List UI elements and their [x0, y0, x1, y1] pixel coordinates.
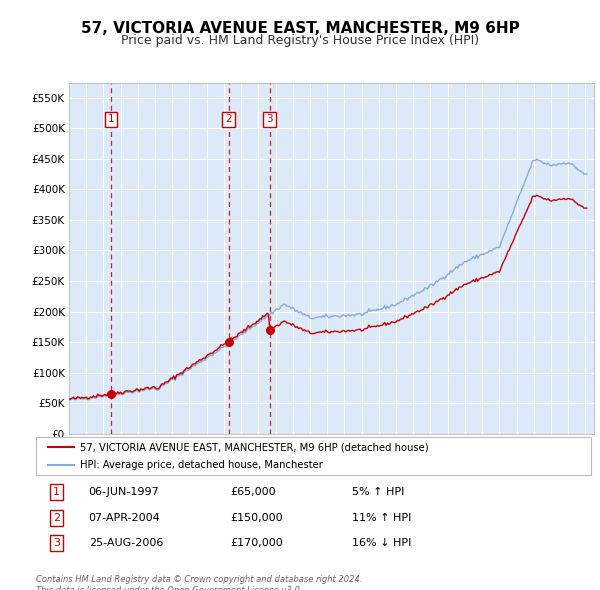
Text: 57, VICTORIA AVENUE EAST, MANCHESTER, M9 6HP: 57, VICTORIA AVENUE EAST, MANCHESTER, M9… [80, 21, 520, 35]
FancyBboxPatch shape [36, 437, 591, 475]
Text: Price paid vs. HM Land Registry's House Price Index (HPI): Price paid vs. HM Land Registry's House … [121, 34, 479, 47]
Text: 1: 1 [107, 114, 115, 124]
Text: 16% ↓ HPI: 16% ↓ HPI [352, 538, 412, 548]
Text: £65,000: £65,000 [230, 487, 276, 497]
Text: £170,000: £170,000 [230, 538, 283, 548]
Text: 3: 3 [266, 114, 273, 124]
Text: 1: 1 [53, 487, 60, 497]
Text: 2: 2 [225, 114, 232, 124]
Text: Contains HM Land Registry data © Crown copyright and database right 2024.
This d: Contains HM Land Registry data © Crown c… [36, 575, 362, 590]
Text: 5% ↑ HPI: 5% ↑ HPI [352, 487, 405, 497]
Text: 11% ↑ HPI: 11% ↑ HPI [352, 513, 412, 523]
Text: 2: 2 [53, 513, 60, 523]
Text: 3: 3 [53, 538, 60, 548]
Text: 06-JUN-1997: 06-JUN-1997 [89, 487, 160, 497]
Text: HPI: Average price, detached house, Manchester: HPI: Average price, detached house, Manc… [80, 460, 323, 470]
Text: £150,000: £150,000 [230, 513, 283, 523]
Text: 07-APR-2004: 07-APR-2004 [89, 513, 160, 523]
Text: 57, VICTORIA AVENUE EAST, MANCHESTER, M9 6HP (detached house): 57, VICTORIA AVENUE EAST, MANCHESTER, M9… [80, 442, 429, 453]
Text: 25-AUG-2006: 25-AUG-2006 [89, 538, 163, 548]
